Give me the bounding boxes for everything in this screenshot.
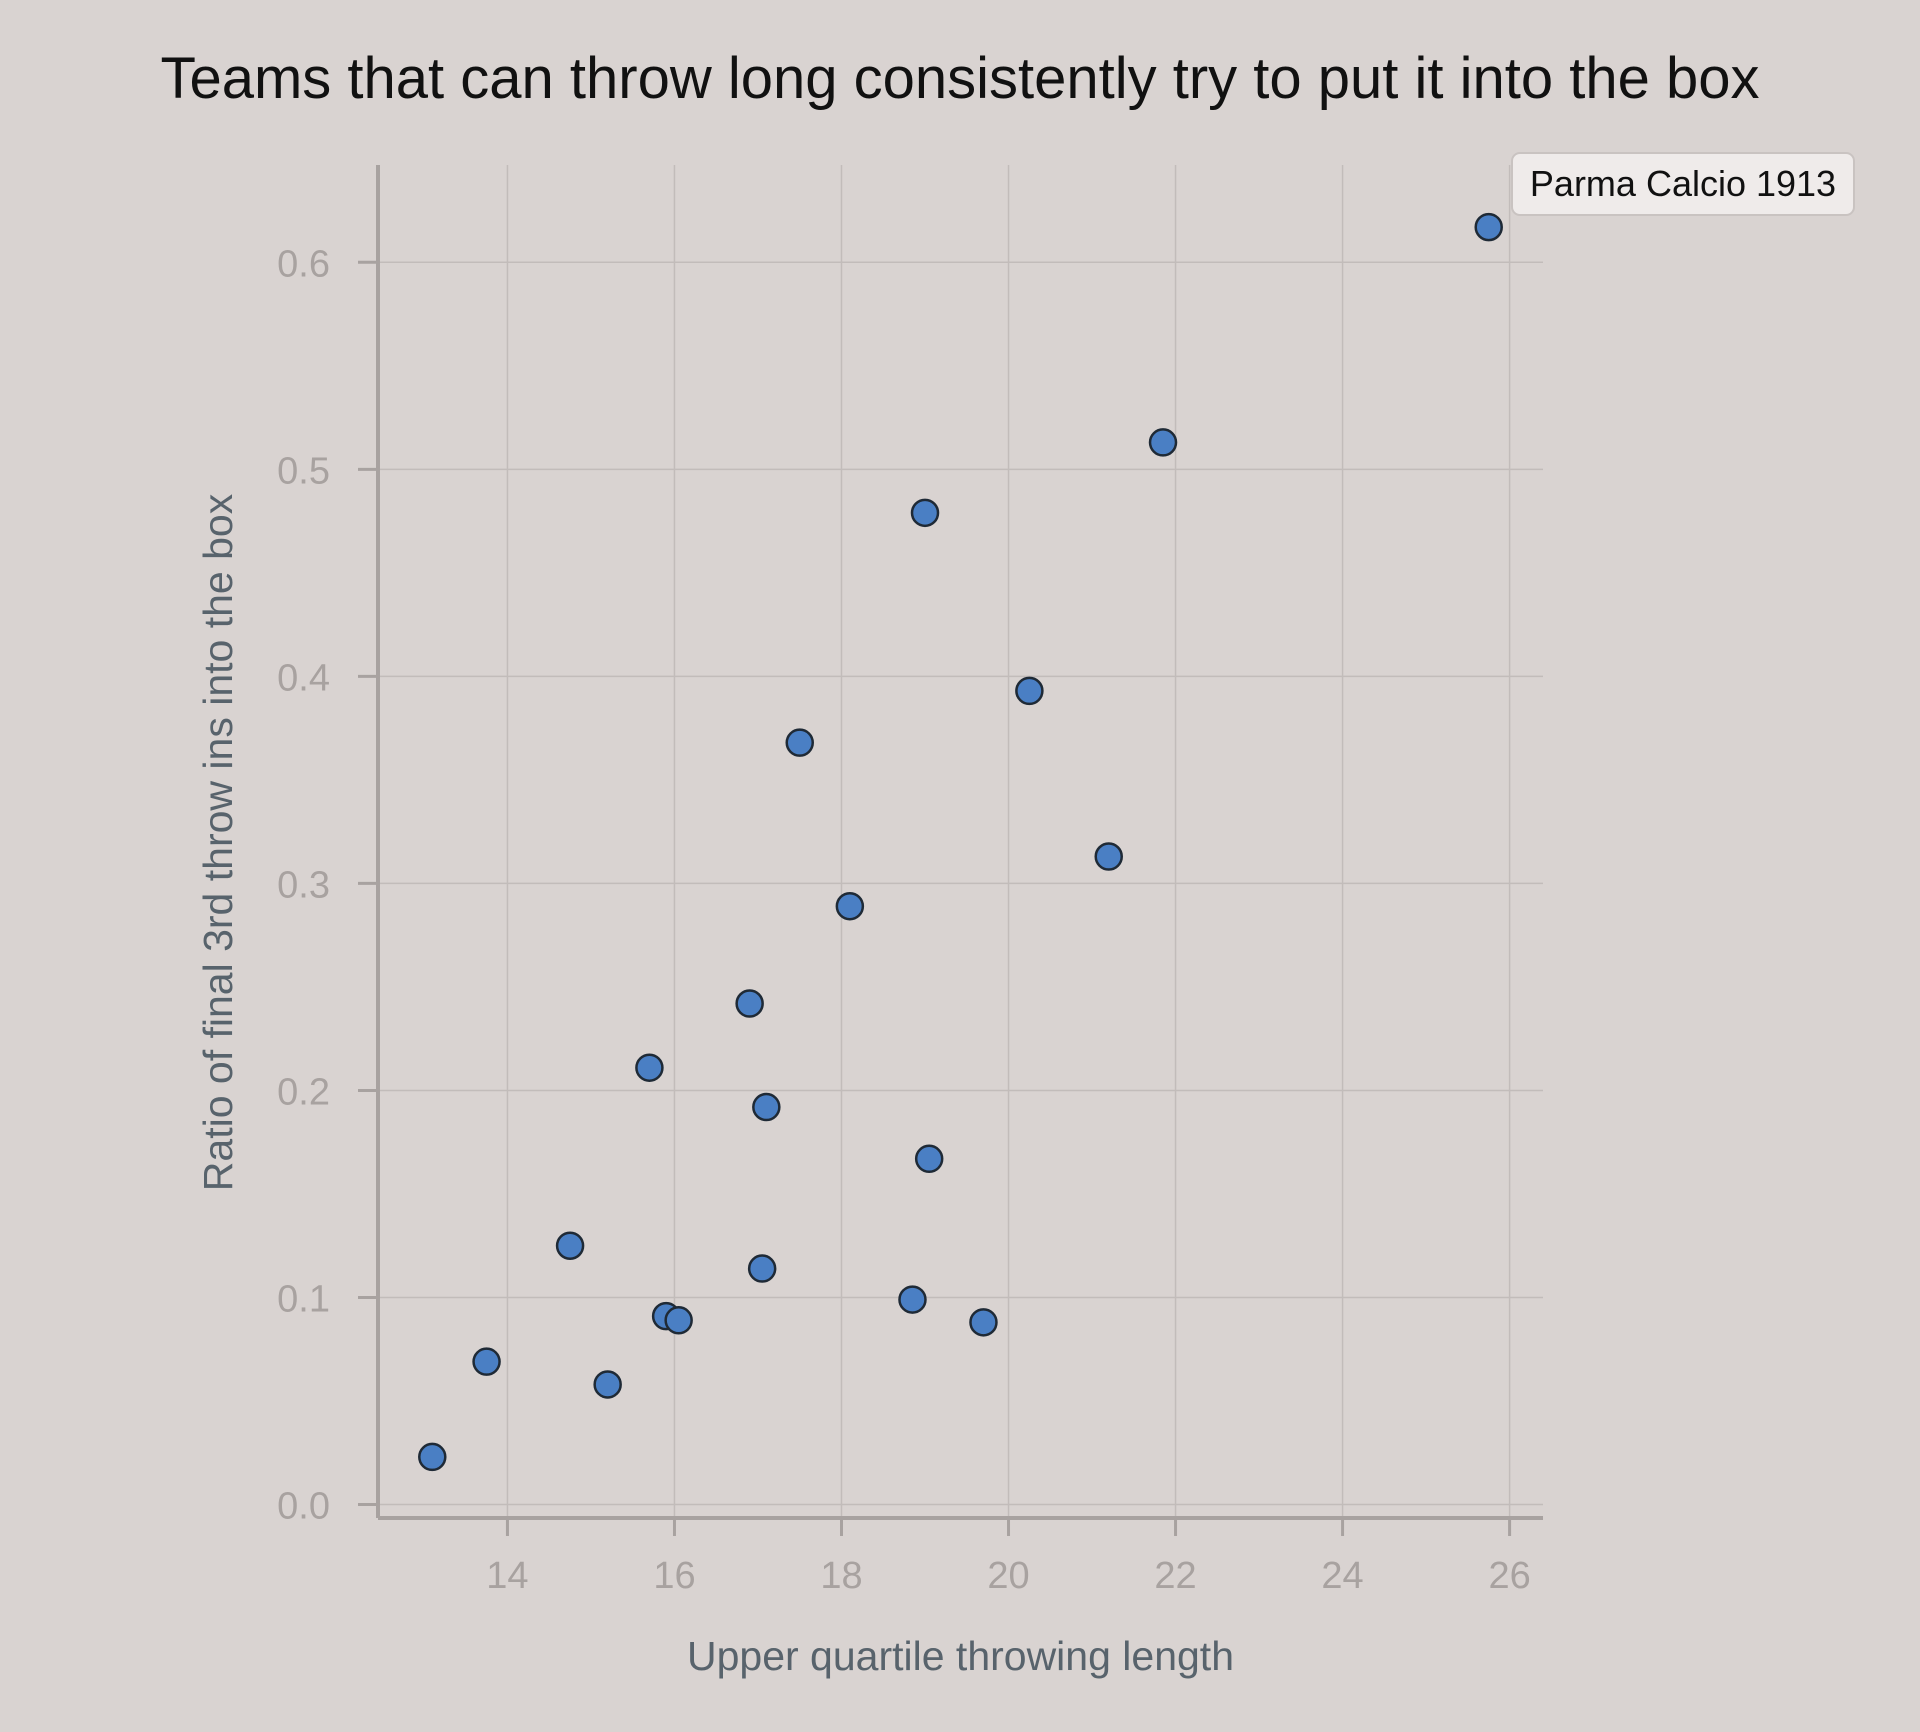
annotations: Parma Calcio 1913 [1511, 152, 1855, 216]
data-point [635, 1053, 664, 1082]
data-point [969, 1308, 998, 1337]
annotation-text: Parma Calcio 1913 [1530, 163, 1836, 204]
y-tick-label: 0.5 [277, 450, 330, 492]
x-tick-label: 16 [653, 1555, 695, 1597]
data-point [898, 1285, 927, 1314]
y-tick-label: 0.2 [277, 1071, 330, 1113]
data-point [1094, 842, 1123, 871]
chart-title: Teams that can throw long consistently t… [160, 46, 1759, 111]
data-points [418, 212, 1503, 1472]
data-point [1015, 676, 1044, 706]
annotation-label: Parma Calcio 1913 [1511, 152, 1855, 216]
axes [376, 165, 1543, 1520]
data-point [664, 1306, 693, 1335]
data-point [1474, 212, 1503, 242]
data-point [752, 1092, 781, 1122]
x-tick-label: 14 [486, 1555, 528, 1597]
x-tick-label: 20 [987, 1555, 1029, 1597]
data-point [555, 1231, 585, 1260]
x-tick-label: 18 [820, 1555, 862, 1597]
tick-labels: 14 16 18 20 22 24 26 0.0 0.1 0.2 0.3 0.4 0.5 0.6 [277, 243, 1531, 1597]
data-point [747, 1254, 777, 1283]
y-tick-label: 0.1 [277, 1279, 330, 1321]
data-point [835, 891, 865, 921]
x-tick-label: 24 [1321, 1555, 1363, 1597]
x-tick-label: 22 [1154, 1555, 1196, 1597]
annotation-box [1511, 152, 1855, 216]
x-axis-title: Upper quartile throwing length [687, 1633, 1234, 1679]
data-point [914, 1144, 944, 1174]
y-axis-title: Ratio of final 3rd throw ins into the bo… [195, 493, 241, 1191]
data-point [735, 989, 764, 1018]
y-tick-label: 0.0 [277, 1486, 330, 1528]
x-tick-label: 26 [1488, 1555, 1530, 1597]
data-point [1148, 428, 1178, 457]
data-point [472, 1347, 501, 1376]
data-point [910, 498, 940, 528]
y-tick-label: 0.3 [277, 864, 330, 906]
data-point [785, 728, 814, 757]
y-tick-label: 0.6 [277, 243, 330, 285]
data-point [593, 1370, 622, 1399]
y-tick-label: 0.4 [277, 657, 330, 699]
grid-lines [378, 165, 1543, 1518]
data-point [418, 1442, 447, 1472]
